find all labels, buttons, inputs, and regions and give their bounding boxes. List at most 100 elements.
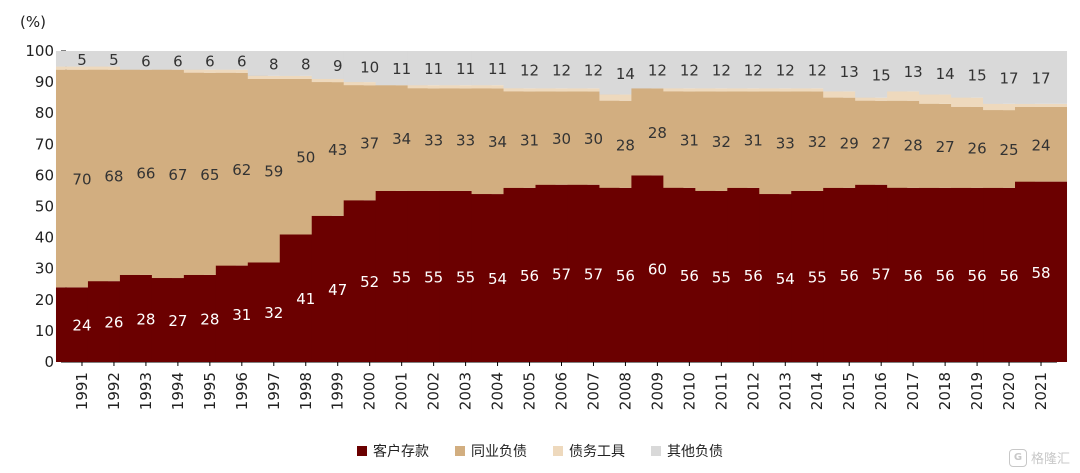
legend-swatch [651,446,661,456]
data-label: 30 [584,130,603,148]
legend-item: 同业负债 [455,441,527,461]
watermark: G 格隆汇 [1008,448,1070,467]
x-tick-label: 2010 [680,372,698,410]
bar-segment [1015,103,1068,107]
data-label: 27 [936,138,955,156]
data-label: 43 [328,141,347,159]
x-tick-label: 2004 [489,372,507,410]
bar-segment [855,97,908,101]
data-label: 67 [168,166,187,184]
y-tick-label: 100 [25,42,54,60]
data-label: 12 [808,62,827,80]
data-label: 15 [872,66,891,84]
data-label: 57 [584,265,603,283]
bar-segment [695,88,748,92]
x-tick-label: 1995 [201,372,219,410]
data-label: 5 [109,51,119,69]
data-label: 55 [712,268,731,286]
y-tick-label: 30 [35,260,54,278]
data-label: 70 [72,171,91,189]
bar-segment [503,88,556,92]
bar-segment [343,82,396,86]
x-tick-label: 2007 [584,372,602,410]
bar-segment [727,88,780,92]
bar-segment [887,91,940,101]
data-label: 55 [456,268,475,286]
data-label: 12 [712,62,731,80]
x-tick-label: 2019 [968,372,986,410]
data-label: 14 [616,65,635,83]
data-label: 56 [936,267,955,285]
legend-label: 其他负债 [667,444,723,460]
data-label: 17 [1031,69,1050,87]
data-label: 54 [776,270,795,288]
data-label: 24 [1031,136,1050,154]
bar-segment [567,88,620,92]
data-label: 15 [968,66,987,84]
data-label: 8 [269,55,279,73]
bars [55,51,1068,362]
data-label: 28 [904,136,923,154]
data-label: 56 [1000,267,1019,285]
x-tick-label: 1999 [329,372,347,410]
bar-segment [55,66,108,70]
data-label: 12 [552,62,571,80]
data-label: 34 [488,133,507,151]
data-label: 34 [392,130,411,148]
x-tick-label: 2009 [648,372,666,410]
data-label: 13 [840,63,859,81]
x-tick-label: 2005 [521,372,539,410]
x-tick-label: 2011 [712,372,730,410]
bar-segment [87,66,140,70]
data-labels: 2470526685286662767628656316263259841508… [72,51,1050,335]
data-label: 33 [456,132,475,150]
y-tick-label: 60 [35,166,54,184]
bar-segment [1015,106,1068,182]
data-label: 12 [744,62,763,80]
y-tick-label: 50 [35,198,54,216]
bar-segment [471,85,524,89]
legend-label: 同业负债 [471,444,527,460]
bar-segment [439,85,492,89]
data-label: 14 [936,65,955,83]
data-label: 28 [648,124,667,142]
data-label: 57 [872,265,891,283]
data-label: 8 [301,55,311,73]
x-tick-label: 2008 [616,372,634,410]
data-label: 56 [616,267,635,285]
bar-segment [1015,51,1068,104]
data-label: 55 [808,268,827,286]
data-label: 55 [392,268,411,286]
x-tick-label: 2006 [553,372,571,410]
data-label: 11 [488,60,507,78]
data-label: 33 [424,132,443,150]
x-tick-label: 1992 [105,372,123,410]
x-tick-label: 2003 [457,372,475,410]
x-tick-label: 2018 [936,372,954,410]
data-label: 10 [360,59,379,77]
data-label: 29 [840,135,859,153]
data-label: 28 [200,310,219,328]
watermark-text: 格隆汇 [1030,452,1070,467]
data-label: 32 [808,133,827,151]
data-label: 6 [173,52,183,70]
bar-segment [759,88,812,92]
x-tick-labels: 1991 1992 1993 1994 1995 1996 1997 1998 1999 2000… [73,362,1050,410]
data-label: 11 [392,60,411,78]
bar-segment [535,88,588,92]
legend-label: 客户存款 [373,444,429,460]
y-axis-unit-label: (%) [20,13,46,31]
data-label: 50 [296,149,315,167]
y-tick-label: 40 [35,229,54,247]
legend-item: 债务工具 [553,441,625,461]
data-label: 31 [680,132,699,150]
data-label: 13 [904,63,923,81]
y-tick-label: 20 [35,291,54,309]
x-tick-label: 2002 [425,372,443,410]
bar-segment [407,85,460,89]
data-label: 12 [584,62,603,80]
data-label: 6 [237,52,247,70]
x-tick-label: 1994 [169,372,187,410]
y-tick-label: 80 [35,104,54,122]
